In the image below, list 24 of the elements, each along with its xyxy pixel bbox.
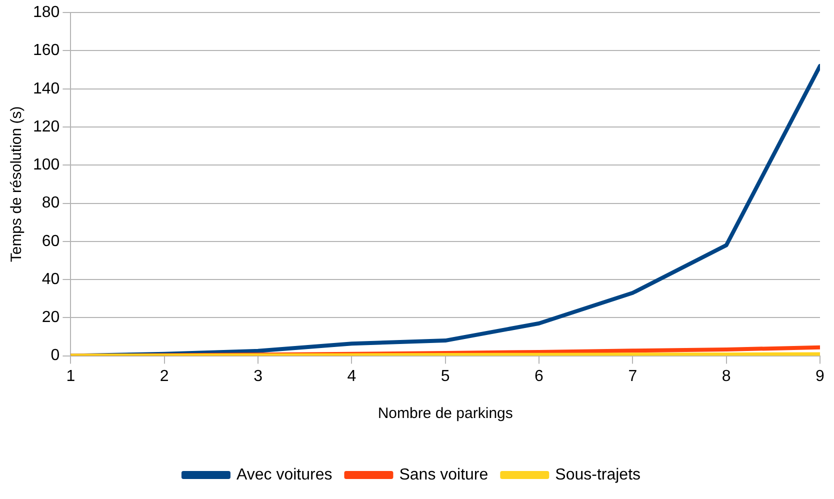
x-axis-title: Nombre de parkings: [378, 405, 513, 422]
y-tick-label: 0: [50, 347, 60, 364]
x-tick-label: 1: [66, 368, 76, 385]
x-tick-label: 2: [160, 368, 169, 385]
x-tick-label: 6: [534, 368, 544, 385]
x-tick-label: 8: [722, 368, 731, 385]
legend-label: Sans voiture: [399, 466, 488, 484]
x-tick-label: 4: [347, 368, 356, 385]
legend-label: Sous-trajets: [555, 466, 641, 484]
y-axis-title: Temps de résolution (s): [8, 106, 26, 262]
x-tick-label: 7: [628, 368, 638, 385]
y-tick-label: 140: [32, 80, 60, 98]
x-tick-label: 9: [816, 368, 825, 385]
y-tick-label: 60: [42, 232, 60, 250]
y-tick-label: 120: [32, 118, 60, 136]
y-tick-label: 20: [42, 309, 60, 326]
y-tick-label: 100: [32, 156, 60, 174]
x-tick-label: 5: [440, 368, 450, 385]
legend-label: Avec voitures: [236, 466, 332, 484]
y-tick-label: 40: [42, 270, 60, 288]
y-tick-label: 80: [42, 194, 60, 212]
y-tick-label: 180: [32, 4, 60, 22]
y-tick-label: 160: [32, 42, 60, 60]
x-tick-label: 3: [254, 368, 263, 385]
